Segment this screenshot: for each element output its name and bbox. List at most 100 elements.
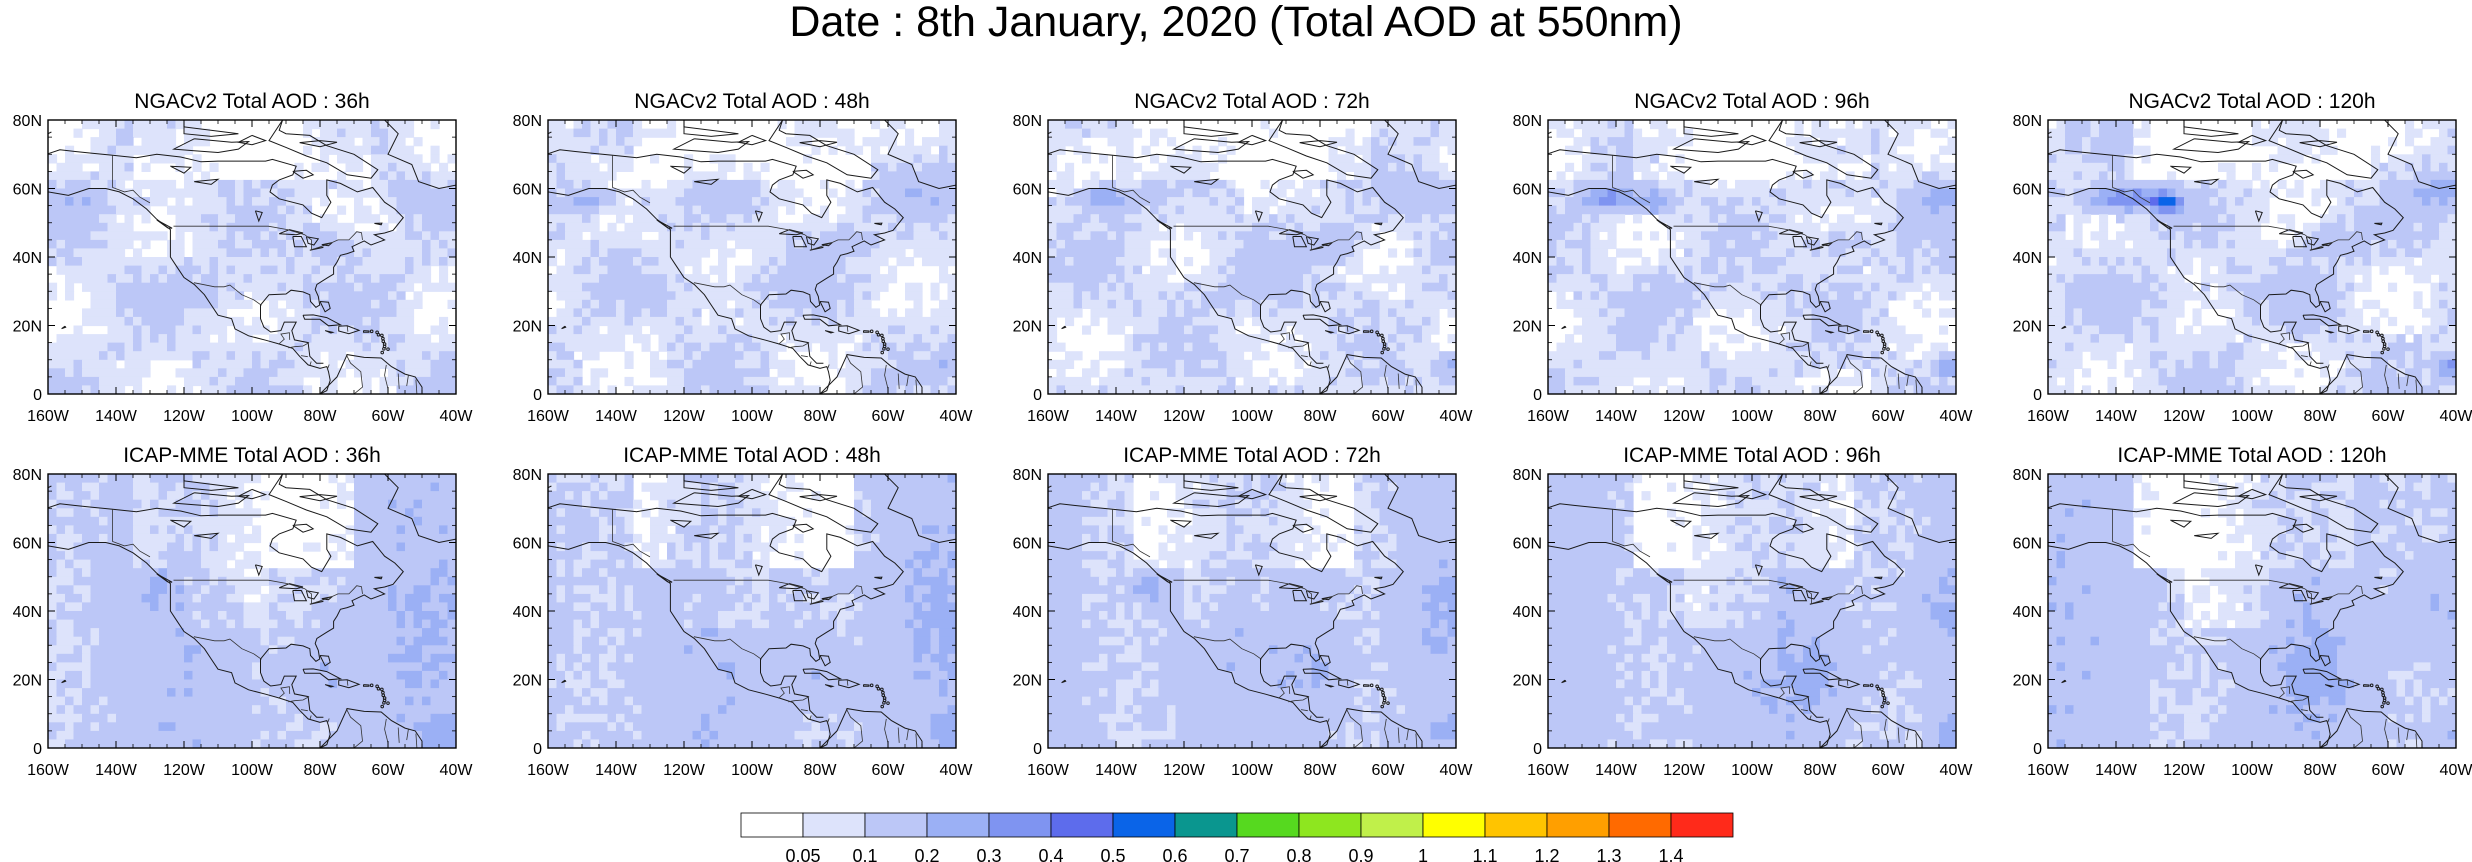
lat-tick-label: 80N — [1513, 467, 1542, 484]
coastlines — [1048, 120, 1456, 394]
lat-tick-label: 40N — [1513, 604, 1542, 621]
lon-tick-label: 60W — [1372, 762, 1406, 779]
panel-title: ICAP-MME Total AOD : 96h — [1623, 444, 1881, 467]
lon-tick-label: 140W — [1595, 408, 1638, 425]
political-borders — [1112, 155, 1418, 394]
lat-tick-label: 80N — [513, 467, 542, 484]
lon-tick-label: 60W — [372, 408, 406, 425]
lat-tick-label: 0 — [33, 741, 42, 758]
lat-tick-label: 40N — [1513, 250, 1542, 267]
main-title: Date : 8th January, 2020 (Total AOD at 5… — [789, 0, 1683, 46]
lat-tick-label: 60N — [2013, 536, 2042, 553]
lon-tick-label: 120W — [163, 762, 206, 779]
lon-tick-label: 140W — [95, 762, 138, 779]
panel-title: NGACv2 Total AOD : 96h — [1634, 90, 1869, 113]
lon-tick-label: 120W — [1163, 762, 1206, 779]
lon-tick-label: 80W — [2304, 408, 2338, 425]
lat-tick-label: 0 — [1033, 387, 1042, 404]
lon-tick-label: 120W — [2163, 408, 2206, 425]
lat-tick-label: 0 — [533, 741, 542, 758]
lat-tick-label: 80N — [513, 113, 542, 130]
lon-tick-label: 160W — [1527, 762, 1570, 779]
lat-tick-label: 80N — [2013, 467, 2042, 484]
lon-tick-label: 160W — [2027, 762, 2070, 779]
lon-tick-label: 80W — [804, 408, 838, 425]
panel-title: ICAP-MME Total AOD : 120h — [2117, 444, 2386, 467]
lon-tick-label: 120W — [663, 408, 706, 425]
lat-tick-label: 80N — [13, 467, 42, 484]
aod-field — [2048, 474, 2456, 748]
lon-tick-label: 120W — [1663, 762, 1706, 779]
lon-tick-label: 100W — [1231, 408, 1274, 425]
lat-tick-label: 80N — [1513, 113, 1542, 130]
lat-tick-label: 0 — [33, 387, 42, 404]
lat-tick-label: 60N — [1513, 536, 1542, 553]
political-borders — [2112, 155, 2418, 394]
lon-tick-label: 80W — [804, 762, 838, 779]
map-panel-ngacv2-36h: NGACv2 Total AOD : 36h 80N 60N 40N 20N 0 160W 1… — [13, 90, 474, 425]
aod-field — [1048, 120, 1456, 394]
lon-tick-label: 100W — [1731, 408, 1774, 425]
lon-tick-label: 100W — [731, 762, 774, 779]
lon-tick-label: 60W — [2372, 762, 2406, 779]
lon-tick-label: 80W — [304, 762, 338, 779]
lat-tick-label: 60N — [1513, 182, 1542, 199]
lat-tick-label: 0 — [533, 387, 542, 404]
political-borders — [1112, 509, 1418, 748]
map-panel-icap-mme-120h: ICAP-MME Total AOD : 120h 80N 60N 40N 20N 0 16… — [2013, 444, 2472, 779]
lat-tick-label: 40N — [13, 250, 42, 267]
lon-tick-label: 120W — [663, 762, 706, 779]
lat-tick-label: 0 — [1033, 741, 1042, 758]
lon-tick-label: 40W — [440, 408, 474, 425]
aod-field — [2048, 120, 2456, 394]
lat-tick-label: 60N — [513, 182, 542, 199]
political-borders — [112, 155, 418, 394]
lat-tick-label: 20N — [513, 673, 542, 690]
lat-tick-label: 20N — [1513, 673, 1542, 690]
lat-tick-label: 40N — [13, 604, 42, 621]
coastlines — [2048, 474, 2456, 748]
lon-tick-label: 140W — [1595, 762, 1638, 779]
political-borders — [1612, 155, 1918, 394]
coastlines — [1548, 474, 1956, 748]
lon-tick-label: 40W — [440, 762, 474, 779]
aod-field — [1548, 120, 1956, 394]
lon-tick-label: 40W — [1940, 408, 1974, 425]
lon-tick-label: 40W — [940, 408, 974, 425]
coastlines — [1048, 474, 1456, 748]
lon-tick-label: 160W — [1527, 408, 1570, 425]
lon-tick-label: 100W — [231, 762, 274, 779]
aod-field — [1548, 474, 1956, 748]
lon-tick-label: 100W — [1731, 762, 1774, 779]
lon-tick-label: 60W — [2372, 408, 2406, 425]
lon-tick-label: 40W — [940, 762, 974, 779]
coastlines — [2048, 120, 2456, 394]
lon-tick-label: 60W — [1872, 762, 1906, 779]
lon-tick-label: 160W — [27, 408, 70, 425]
coastlines — [548, 120, 956, 394]
lon-tick-label: 60W — [1372, 408, 1406, 425]
aod-field — [1048, 474, 1456, 748]
lon-tick-label: 140W — [2095, 408, 2138, 425]
lat-tick-label: 0 — [2033, 387, 2042, 404]
lon-tick-label: 100W — [2231, 762, 2274, 779]
lat-tick-label: 60N — [13, 536, 42, 553]
lat-tick-label: 60N — [1013, 182, 1042, 199]
lat-tick-label: 20N — [1013, 673, 1042, 690]
coastlines — [1548, 120, 1956, 394]
map-panel-icap-mme-72h: ICAP-MME Total AOD : 72h 80N 60N 40N 20N 0 160… — [1013, 444, 1474, 779]
lat-tick-label: 40N — [513, 604, 542, 621]
lon-tick-label: 40W — [1440, 408, 1474, 425]
lat-tick-label: 60N — [513, 536, 542, 553]
map-panel-ngacv2-96h: NGACv2 Total AOD : 96h 80N 60N 40N 20N 0 160W 1… — [1513, 90, 1974, 425]
map-panel-icap-mme-96h: ICAP-MME Total AOD : 96h 80N 60N 40N 20N 0 160… — [1513, 444, 1974, 779]
coastlines — [548, 474, 956, 748]
lat-tick-label: 0 — [1533, 387, 1542, 404]
lon-tick-label: 160W — [1027, 408, 1070, 425]
lon-tick-label: 60W — [1872, 408, 1906, 425]
aod-field — [548, 120, 956, 394]
political-borders — [612, 509, 918, 748]
panel-title: ICAP-MME Total AOD : 48h — [623, 444, 881, 467]
lat-tick-label: 40N — [1013, 250, 1042, 267]
aod-field — [548, 474, 956, 748]
